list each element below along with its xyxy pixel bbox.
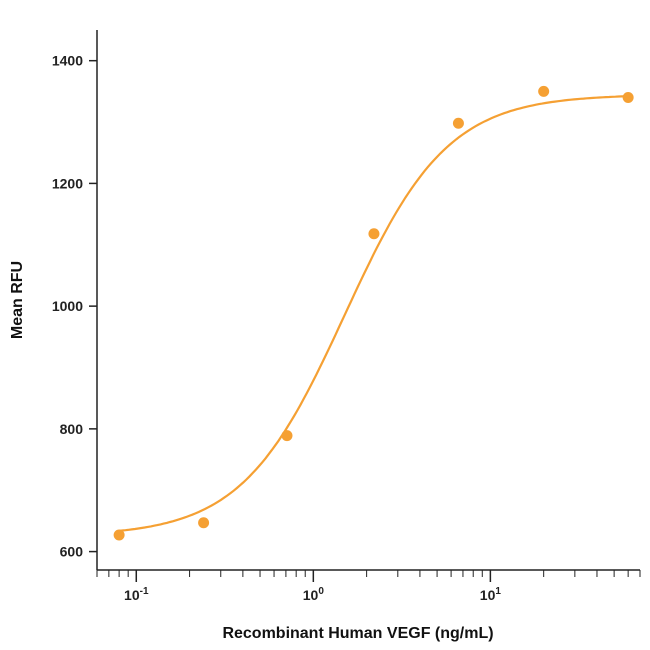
data-point <box>538 85 550 97</box>
data-point <box>622 92 634 103</box>
y-tick-label: 1200 <box>52 175 83 191</box>
data-point <box>113 529 125 541</box>
data-points <box>113 85 634 541</box>
x-tick-label: 101 <box>480 586 502 603</box>
data-point <box>368 228 380 240</box>
axes <box>96 30 640 571</box>
data-point <box>198 517 210 529</box>
y-tick-label: 1000 <box>52 298 83 314</box>
y-tick-label: 600 <box>60 544 84 560</box>
x-tick-label: 10-1 <box>124 586 149 603</box>
data-point <box>281 430 293 442</box>
y-tick-label: 800 <box>60 421 84 437</box>
y-axis-title: Mean RFU <box>9 261 26 339</box>
data-point <box>452 117 464 129</box>
x-axis-title: Recombinant Human VEGF (ng/mL) <box>222 625 493 642</box>
y-tick-label: 1400 <box>52 53 83 69</box>
y-ticks: 600 800 1000 1200 1400 <box>52 53 97 560</box>
fit-curve <box>118 95 629 532</box>
x-ticks: 10-1 100 101 <box>96 570 641 603</box>
x-tick-label: 100 <box>303 586 325 603</box>
